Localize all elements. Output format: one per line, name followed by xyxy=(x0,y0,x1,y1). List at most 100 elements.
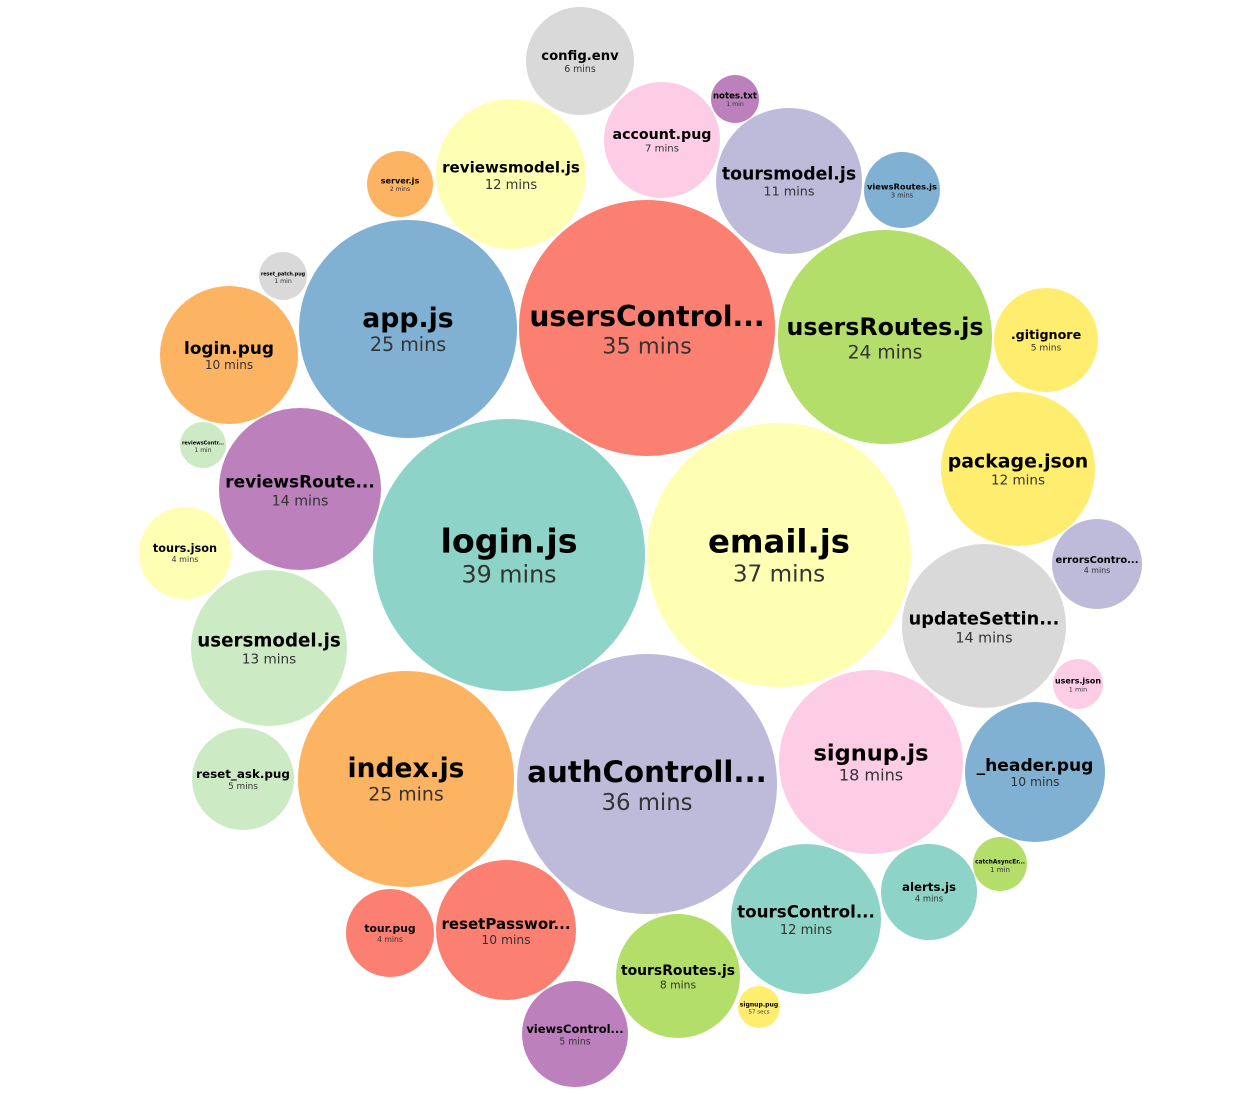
bubble-circle-usersroutes-js[interactable] xyxy=(778,230,992,444)
bubble-circle-config-env[interactable] xyxy=(526,7,634,115)
bubble-label-tours-json: tours.json xyxy=(153,542,217,555)
bubble-circle-tours-json[interactable] xyxy=(139,507,231,599)
bubble-circle-userscontrol[interactable] xyxy=(519,200,775,456)
bubble-circle-reset-ask-pug[interactable] xyxy=(192,728,294,830)
bubble-circle-resetpasswor[interactable] xyxy=(436,860,576,1000)
bubble-circle-email-js[interactable] xyxy=(647,423,911,687)
bubble-resetpasswor[interactable]: resetPasswor...10 mins xyxy=(436,860,576,1000)
bubble-label-toursroutes-js: toursRoutes.js xyxy=(621,963,735,979)
bubble-circle-signup-js[interactable] xyxy=(779,670,963,854)
bubble-label-usersmodel-js: usersmodel.js xyxy=(197,631,341,652)
bubble-alerts-js[interactable]: alerts.js4 mins xyxy=(881,844,977,940)
bubble-viewsroutes-js[interactable]: viewsRoutes.js3 mins xyxy=(864,152,940,228)
bubble-duration-login-pug: 10 mins xyxy=(205,358,253,372)
bubble-authcontroll[interactable]: authControll...36 mins xyxy=(517,654,777,914)
bubble-circle-server-js[interactable] xyxy=(367,151,433,217)
bubble-label-gitignore: .gitignore xyxy=(1011,327,1081,342)
bubble-duration-notes-txt: 1 min xyxy=(726,101,744,108)
bubble-circle-account-pug[interactable] xyxy=(604,82,720,198)
bubble-circle-viewsroutes-js[interactable] xyxy=(864,152,940,228)
bubble-label-users-json: users.json xyxy=(1055,676,1101,685)
bubble-circle-index-js[interactable] xyxy=(298,671,514,887)
bubble-circle-authcontroll[interactable] xyxy=(517,654,777,914)
bubble-circle-login-js[interactable] xyxy=(373,419,645,691)
bubble-viewscontrol[interactable]: viewsControl...5 mins xyxy=(522,981,628,1087)
bubble-reviewsroute[interactable]: reviewsRoute...14 mins xyxy=(219,408,381,570)
bubble-circle-viewscontrol[interactable] xyxy=(522,981,628,1087)
bubble-label-email-js: email.js xyxy=(708,523,850,561)
bubble-circle-package-json[interactable] xyxy=(941,392,1095,546)
bubble-circle-reviewsroute[interactable] xyxy=(219,408,381,570)
bubble-toursroutes-js[interactable]: toursRoutes.js8 mins xyxy=(616,914,740,1038)
bubble-label-tour-pug: tour.pug xyxy=(364,922,415,935)
bubble-label-login-js: login.js xyxy=(440,522,577,561)
bubble-duration-gitignore: 5 mins xyxy=(1031,343,1062,353)
bubble-duration-usersmodel-js: 13 mins xyxy=(242,652,296,668)
bubble-circle-usersmodel-js[interactable] xyxy=(191,570,347,726)
bubble-circle-updatesettin[interactable] xyxy=(902,544,1066,708)
bubble-circle-header-pug[interactable] xyxy=(965,702,1105,842)
bubble-circle-gitignore[interactable] xyxy=(994,288,1098,392)
bubble-label-reviewsroute: reviewsRoute... xyxy=(225,472,375,492)
bubble-circle-login-pug[interactable] xyxy=(160,286,298,424)
bubble-circle-toursmodel-js[interactable] xyxy=(716,108,862,254)
bubble-label-usersroutes-js: usersRoutes.js xyxy=(786,313,983,341)
bubble-circle-errorscontro[interactable] xyxy=(1052,519,1142,609)
bubble-label-reset-patch-pug: reset_patch.pug xyxy=(261,271,306,277)
bubble-tourscontrol[interactable]: toursControl...12 mins xyxy=(731,844,881,994)
bubble-circle-toursroutes-js[interactable] xyxy=(616,914,740,1038)
bubble-server-js[interactable]: server.js2 mins xyxy=(367,151,433,217)
bubble-circle-reset-patch-pug[interactable] xyxy=(259,252,307,300)
bubble-circle-app-js[interactable] xyxy=(299,220,517,438)
bubble-duration-account-pug: 7 mins xyxy=(645,144,679,155)
bubble-circle-tourscontrol[interactable] xyxy=(731,844,881,994)
bubble-duration-tourscontrol: 12 mins xyxy=(780,923,833,938)
bubble-circle-alerts-js[interactable] xyxy=(881,844,977,940)
bubble-errorscontro[interactable]: errorsContro...4 mins xyxy=(1052,519,1142,609)
bubble-circle-signup-pug[interactable] xyxy=(738,986,780,1028)
bubble-circle-notes-txt[interactable] xyxy=(711,75,759,123)
bubble-circle-tour-pug[interactable] xyxy=(346,889,434,977)
bubble-duration-signup-pug: 57 secs xyxy=(749,1009,770,1015)
bubble-reviewscontr[interactable]: reviewsContr...1 min xyxy=(180,422,226,468)
bubble-duration-reviewsroute: 14 mins xyxy=(272,493,329,509)
bubble-catchasyncer[interactable]: catchAsyncEr...1 min xyxy=(973,837,1027,891)
bubble-circle-reviewscontr[interactable] xyxy=(180,422,226,468)
bubble-circle-catchasyncer[interactable] xyxy=(973,837,1027,891)
bubble-duration-catchasyncer: 1 min xyxy=(990,866,1010,874)
bubble-duration-tours-json: 4 mins xyxy=(172,555,199,564)
bubble-label-userscontrol: usersControl... xyxy=(529,300,764,333)
bubble-updatesettin[interactable]: updateSettin...14 mins xyxy=(902,544,1066,708)
bubble-duration-package-json: 12 mins xyxy=(991,472,1045,488)
bubble-label-signup-pug: signup.pug xyxy=(740,1001,778,1008)
bubble-circle-users-json[interactable] xyxy=(1053,659,1103,709)
bubble-userscontrol[interactable]: usersControl...35 mins xyxy=(519,200,775,456)
bubble-label-catchasyncer: catchAsyncEr... xyxy=(975,859,1025,865)
bubble-duration-tour-pug: 4 mins xyxy=(377,935,403,944)
bubble-duration-resetpasswor: 10 mins xyxy=(481,933,530,947)
bubble-circle-reviewsmodel-js[interactable] xyxy=(436,99,586,249)
